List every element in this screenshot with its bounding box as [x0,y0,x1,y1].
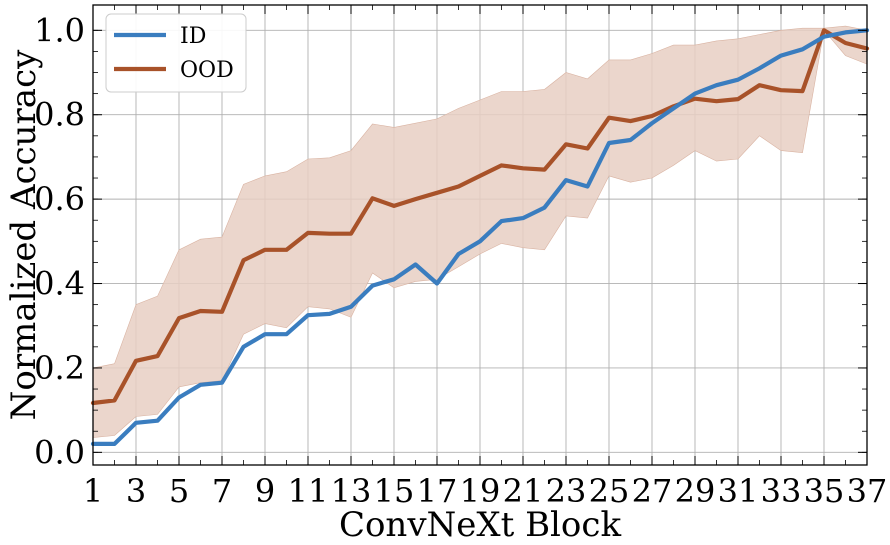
y-tick-label: 0.0 [34,433,85,471]
axis-ticks [92,5,868,465]
y-tick-label: 1.0 [34,11,85,49]
y-tick-label: 0.6 [34,180,85,218]
series-line-ood [90,28,870,406]
x-tick-label: 27 [632,472,673,510]
x-tick-label: 25 [589,472,630,510]
x-tick-label: 21 [503,472,544,510]
legend-label-id: ID [180,24,206,49]
y-tick-labels: 0.0 0.2 0.4 0.6 0.8 1.0 [34,11,85,471]
x-tick-label: 31 [718,472,759,510]
y-tick-label: 0.4 [34,265,85,303]
x-axis-label: ConvNeXt Block [339,505,622,545]
x-tick-label: 19 [460,472,501,510]
x-tick-label: 23 [546,472,587,510]
x-tick-label: 9 [255,472,275,510]
x-tick-label: 3 [126,472,146,510]
x-tick-label: 5 [169,472,189,510]
x-tick-label: 33 [761,472,802,510]
x-tick-label: 13 [331,472,372,510]
x-tick-label: 11 [288,472,329,510]
x-tick-label: 29 [675,472,716,510]
y-axis-label: Normalized Accuracy [4,49,44,420]
x-tick-label: 37 [847,472,888,510]
x-tick-label: 15 [374,472,415,510]
legend: ID OOD [105,13,247,93]
x-tick-label: 7 [212,472,232,510]
y-tick-label: 0.8 [34,96,85,134]
series-lines [90,28,870,446]
legend-label-ood: OOD [180,58,234,83]
x-tick-label: 1 [83,472,103,510]
x-tick-label: 35 [804,472,845,510]
y-tick-label: 0.2 [34,349,85,387]
series-line-id [90,28,870,446]
x-tick-label: 17 [417,472,458,510]
x-tick-labels: 1 3 5 7 9 11 13 15 17 19 21 23 25 27 29 31 33 35 37 [83,472,888,510]
